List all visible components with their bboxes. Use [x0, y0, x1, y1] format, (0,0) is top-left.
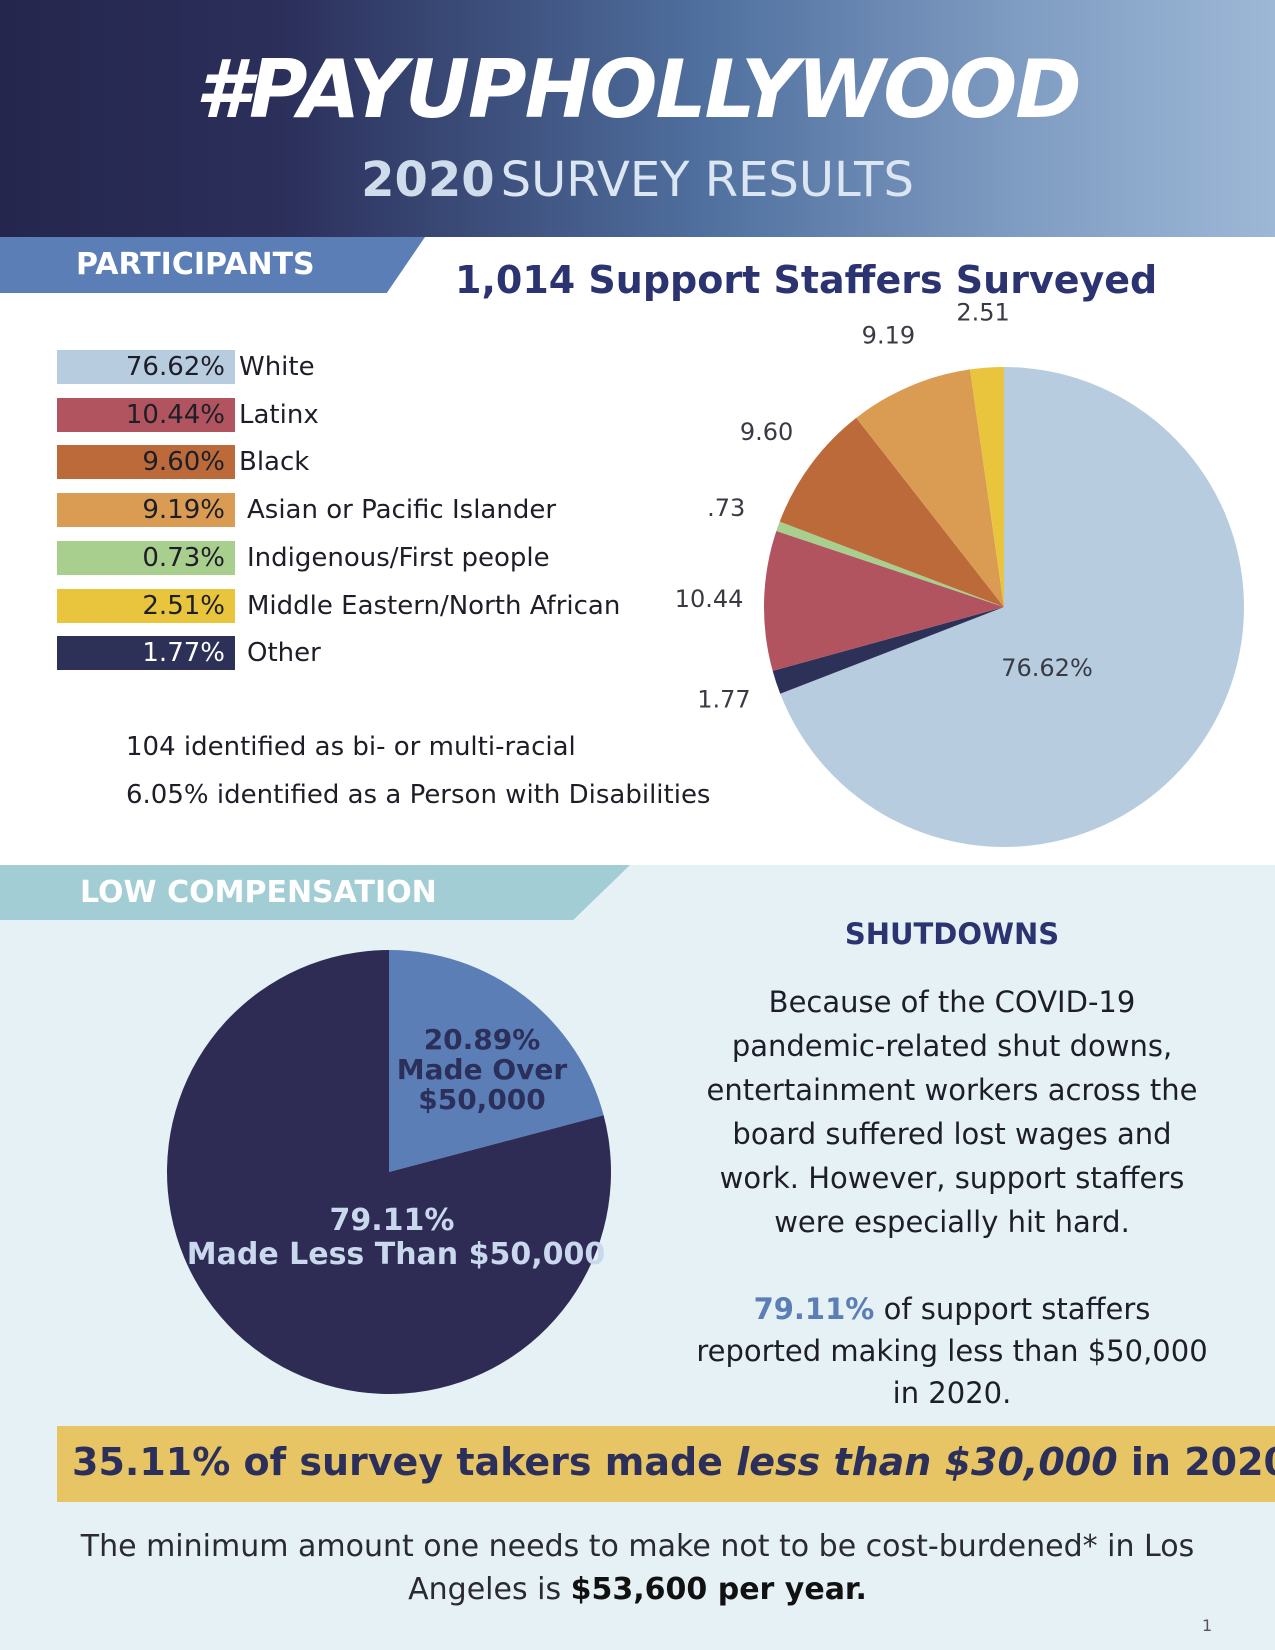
pie-data-label: 2.51: [956, 299, 1009, 327]
pie-data-label: $50,000: [418, 1083, 546, 1116]
ethnicity-pie-slice: [969, 367, 1004, 607]
pie-data-label: .73: [707, 494, 745, 522]
pie-data-label: 20.89%: [424, 1023, 541, 1056]
legend-item: 1.77% Other: [57, 636, 677, 671]
legend-label: Asian or Pacific Islander: [247, 495, 557, 526]
legend-item: 9.19% Asian or Pacific Islander: [57, 493, 677, 528]
compensation-banner-label: LOW COMPENSATION: [80, 875, 437, 910]
footer-bold: $53,600 per year.: [570, 1572, 867, 1607]
ethnicity-pie-slice: [780, 367, 1244, 847]
stat-highlight: 79.11%: [753, 1292, 875, 1326]
legend-label: Indigenous/First people: [247, 542, 550, 573]
stat-rest: of support staffers reported making less…: [696, 1292, 1208, 1410]
legend-swatch-value: 0.73%: [57, 540, 235, 575]
note-multiracial: 104 identified as bi- or multi-racial: [126, 732, 576, 762]
legend-swatch-value: 10.44%: [57, 397, 235, 432]
footer-start: The minimum amount one needs to make not…: [80, 1529, 1195, 1607]
note-disabilities: 6.05% identified as a Person with Disabi…: [126, 780, 711, 810]
subtitle-text: SURVEY RESULTS: [500, 152, 914, 208]
callout-bar: 35.11% of survey takers made less than $…: [57, 1426, 1275, 1502]
ethnicity-pie-slice: [764, 531, 1004, 671]
legend-swatch-value: 76.62%: [57, 350, 235, 384]
callout-start: 35.11% of survey takers made: [72, 1440, 737, 1484]
participants-banner-label: PARTICIPANTS: [76, 247, 315, 282]
legend-item: 76.62% White: [57, 350, 677, 384]
shutdowns-body: Because of the COVID-19 pandemic-related…: [706, 985, 1198, 1239]
stat-line: 79.11% of support staffers reported maki…: [690, 1288, 1214, 1414]
pie-data-label: Made Less Than $50,000: [187, 1237, 606, 1272]
pie-data-label: Made Over: [397, 1053, 568, 1086]
pie-data-label: 1.77: [697, 686, 750, 714]
legend-label: Latinx: [239, 399, 319, 430]
ethnicity-pie-slice: [779, 417, 1004, 607]
participants-banner: PARTICIPANTS: [0, 237, 425, 293]
legend-label: White: [239, 352, 315, 382]
subtitle-year: 2020: [361, 152, 495, 208]
callout-end: in 2020: [1117, 1440, 1275, 1484]
legend-item: 10.44% Latinx: [57, 397, 677, 432]
compensation-banner: LOW COMPENSATION: [0, 865, 630, 920]
legend-label: Black: [239, 447, 310, 478]
ethnicity-pie-slice: [772, 607, 1004, 694]
pie-data-label: 76.62%: [1001, 654, 1093, 682]
ethnicity-pie-slice: [856, 369, 1004, 607]
survey-subtitle: 2020 SURVEY RESULTS: [0, 150, 1275, 210]
legend-label: Middle Eastern/North African: [247, 590, 621, 621]
legend-swatch-value: 9.60%: [57, 445, 235, 480]
pie-data-label: 9.60: [740, 418, 793, 446]
legend-swatch-value: 9.19%: [57, 493, 235, 528]
legend-label: Other: [247, 638, 321, 669]
page-number: 1: [1202, 1616, 1213, 1635]
cost-burden-text: The minimum amount one needs to make not…: [60, 1525, 1215, 1611]
callout-text: 35.11% of survey takers made less than $…: [72, 1440, 1275, 1484]
header-banner: #PAYUPHOLLYWOOD 2020 SURVEY RESULTS: [0, 0, 1275, 237]
compensation-pie-slice: [167, 950, 612, 1395]
pie-data-label: 9.19: [862, 322, 915, 350]
legend-item: 2.51% Middle Eastern/North African: [57, 588, 677, 623]
surveyed-title: 1,014 Support Staffers Surveyed: [455, 258, 1158, 302]
legend-item: 9.60% Black: [57, 445, 677, 480]
ethnicity-pie-slice: [776, 521, 1004, 607]
legend-swatch-value: 2.51%: [57, 588, 235, 623]
hashtag-title: #PAYUPHOLLYWOOD: [195, 43, 1081, 136]
callout-italic: less than $30,000: [736, 1440, 1118, 1484]
legend-swatch-value: 1.77%: [57, 636, 235, 671]
pie-data-label: 10.44: [675, 585, 744, 613]
shutdowns-title: SHUTDOWNS: [844, 917, 1060, 951]
legend-item: 0.73% Indigenous/First people: [57, 540, 677, 575]
pie-data-label: 79.11%: [330, 1203, 455, 1238]
compensation-pie-slice: [389, 950, 604, 1172]
